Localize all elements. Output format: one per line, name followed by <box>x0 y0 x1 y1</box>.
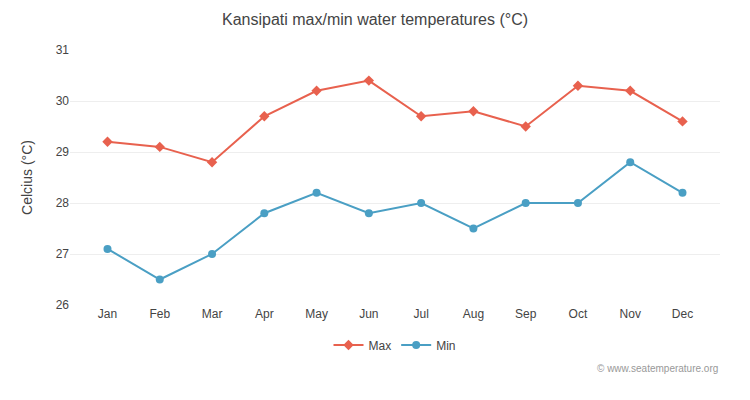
svg-text:Nov: Nov <box>620 307 641 321</box>
svg-text:Celcius (°C): Celcius (°C) <box>19 140 35 215</box>
svg-text:Sep: Sep <box>515 307 537 321</box>
svg-text:Jun: Jun <box>359 307 378 321</box>
svg-text:© www.seatemperature.org: © www.seatemperature.org <box>597 363 718 374</box>
svg-text:Jan: Jan <box>98 307 117 321</box>
svg-text:Oct: Oct <box>569 307 588 321</box>
svg-text:27: 27 <box>56 247 70 261</box>
svg-text:Kansipati max/min water temper: Kansipati max/min water temperatures (°C… <box>222 11 528 28</box>
svg-text:May: May <box>305 307 328 321</box>
svg-text:Max: Max <box>369 339 392 353</box>
svg-text:Dec: Dec <box>672 307 693 321</box>
svg-text:Aug: Aug <box>463 307 484 321</box>
svg-text:Mar: Mar <box>202 307 223 321</box>
svg-text:26: 26 <box>56 298 70 312</box>
svg-text:31: 31 <box>56 43 70 57</box>
svg-text:30: 30 <box>56 94 70 108</box>
svg-text:28: 28 <box>56 196 70 210</box>
svg-text:Jul: Jul <box>413 307 428 321</box>
svg-text:Apr: Apr <box>255 307 274 321</box>
svg-text:Feb: Feb <box>149 307 170 321</box>
svg-text:Min: Min <box>436 339 455 353</box>
svg-text:29: 29 <box>56 145 70 159</box>
